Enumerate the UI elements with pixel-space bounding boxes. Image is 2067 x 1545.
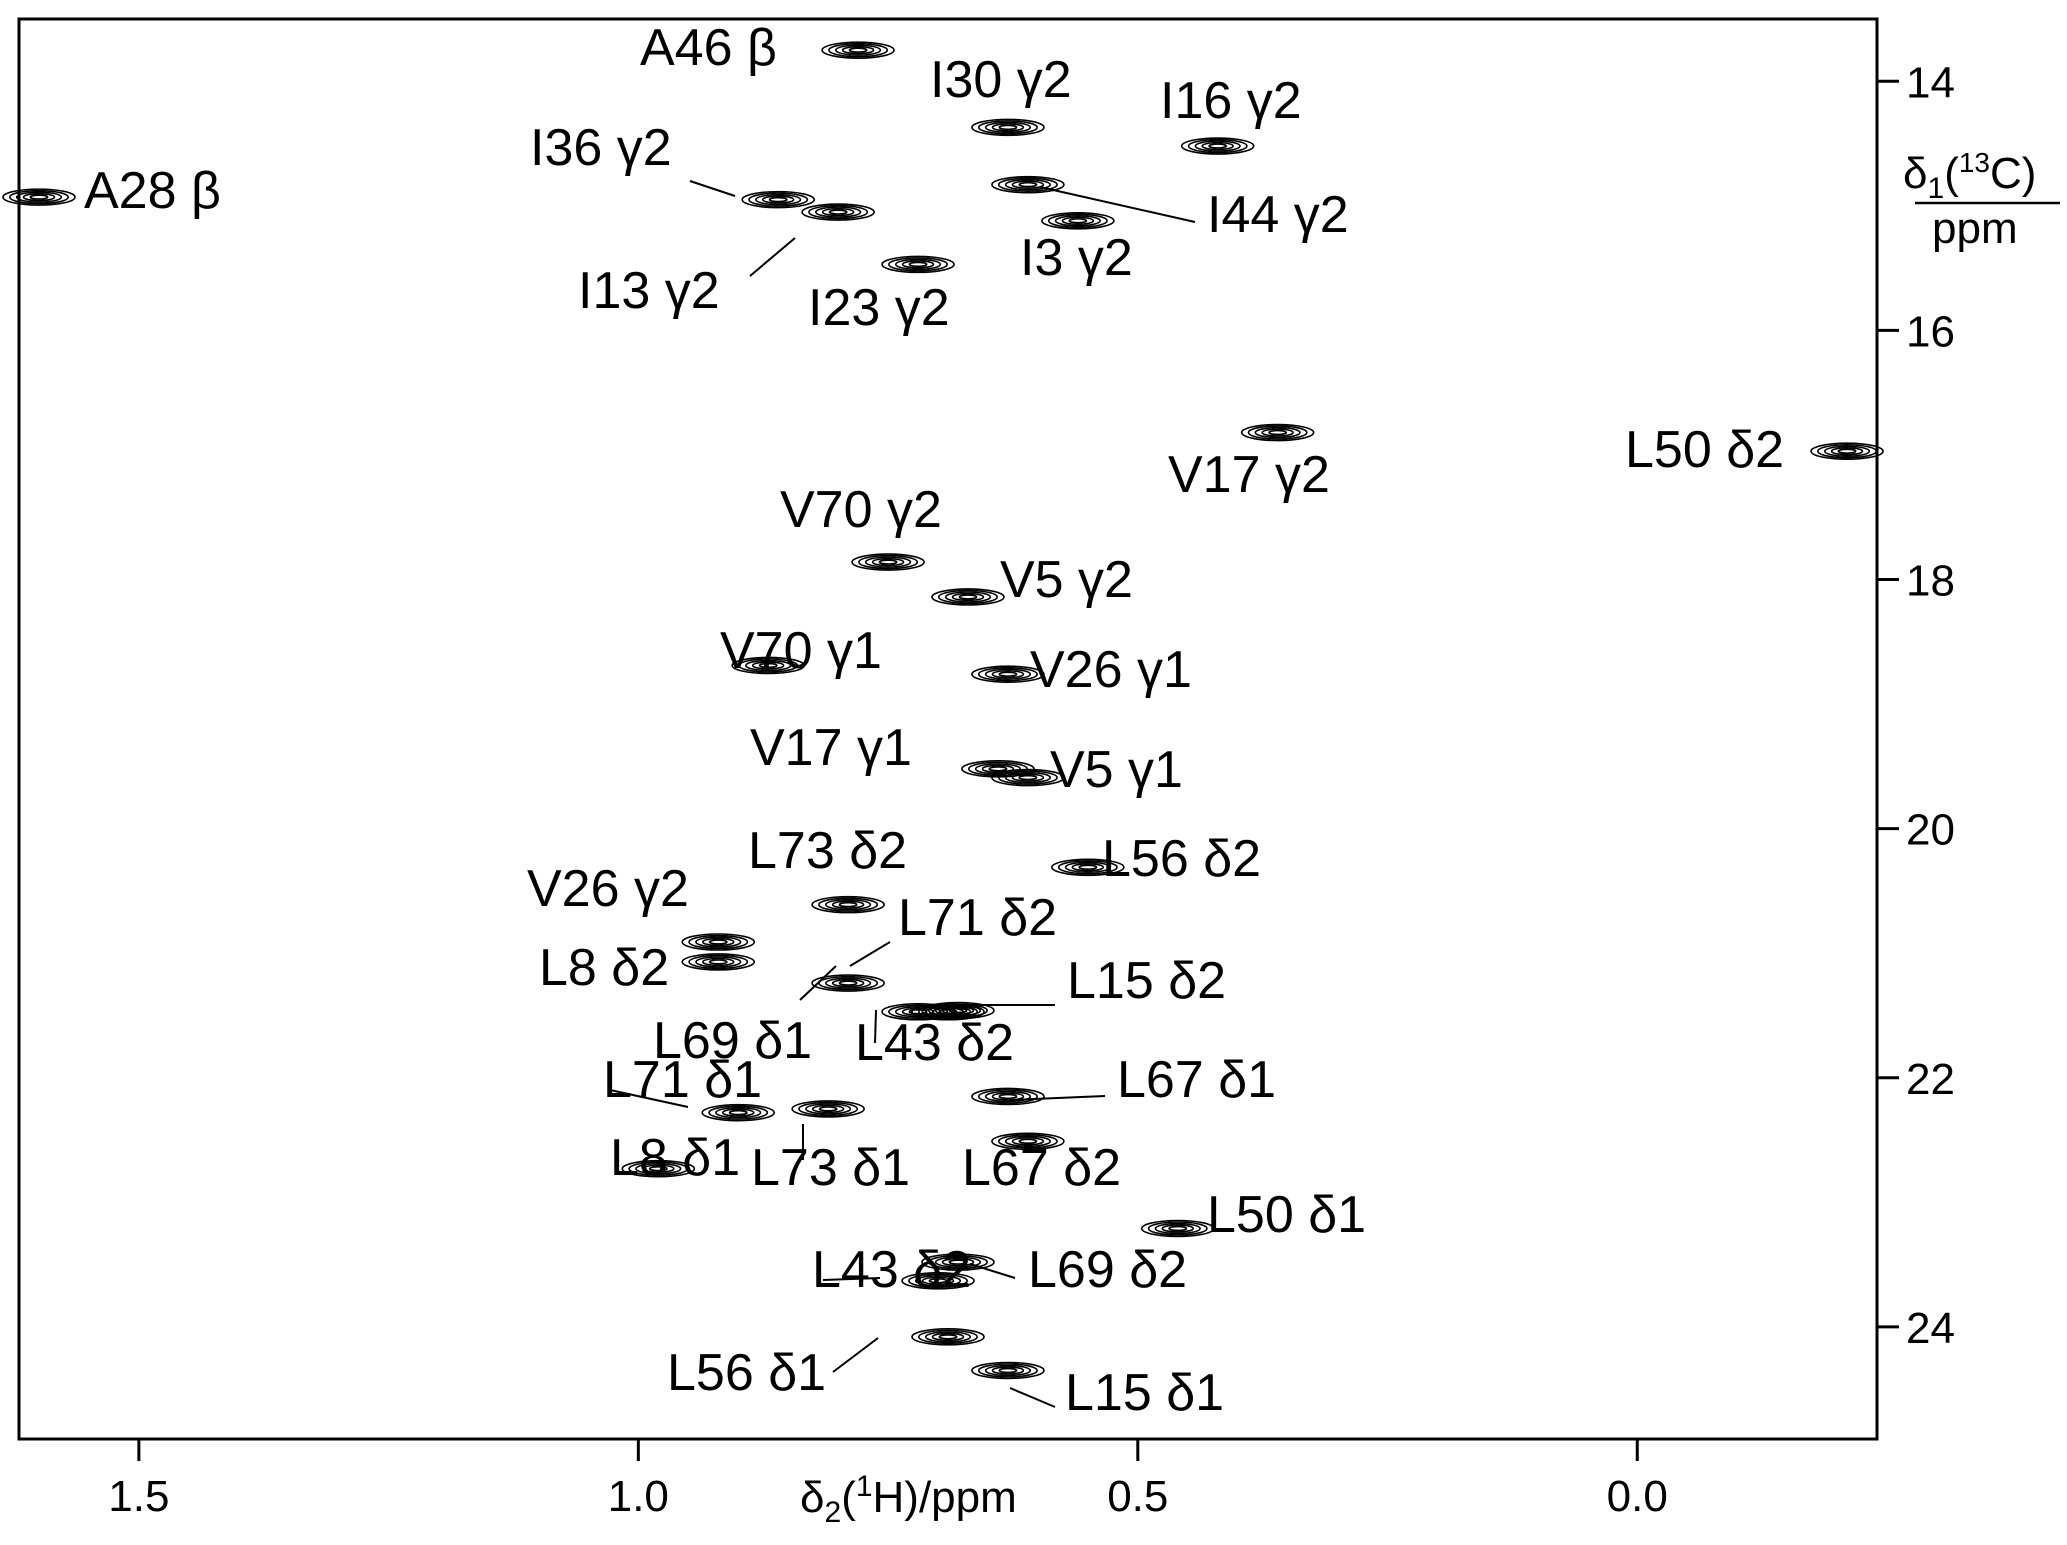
x-tick-label: 1.5 bbox=[108, 1472, 169, 1521]
peak-contour bbox=[1810, 442, 1884, 461]
peak-label: A28 β bbox=[84, 162, 221, 220]
peak-contour bbox=[971, 1087, 1045, 1106]
peak-label: L71 δ2 bbox=[898, 889, 1057, 947]
y-axis: 14 16 18 20 22 24 bbox=[1877, 58, 1955, 1353]
peak-contour bbox=[911, 1002, 985, 1021]
peak-contour bbox=[971, 1361, 1045, 1380]
y-tick-label: 22 bbox=[1906, 1055, 1955, 1104]
peak-label: I3 γ2 bbox=[1020, 229, 1133, 287]
peak-label: L43 δ2 bbox=[855, 1014, 1014, 1072]
peak-contour bbox=[741, 190, 815, 209]
plot-frame bbox=[17, 17, 1879, 1441]
peak-contour bbox=[821, 41, 895, 59]
svg-text:δ1(13C): δ1(13C) bbox=[1903, 147, 2036, 205]
peak-contours bbox=[2, 41, 1884, 1380]
peak-label: V26 γ2 bbox=[527, 860, 689, 918]
peak-label: V70 γ1 bbox=[720, 622, 882, 680]
peak-contour bbox=[881, 255, 955, 274]
y-tick-label: 20 bbox=[1906, 806, 1955, 855]
peak-label: L56 δ1 bbox=[667, 1344, 826, 1402]
peak-contour bbox=[1041, 211, 1115, 230]
peak-contour bbox=[971, 665, 1045, 683]
x-axis-label: δ2(1H)/ppm bbox=[800, 1470, 1017, 1529]
x-tick-label: 1.0 bbox=[608, 1472, 669, 1521]
y-tick-label: 14 bbox=[1906, 58, 1955, 107]
peak-contour bbox=[2, 188, 76, 206]
peak-contour bbox=[731, 656, 805, 675]
leader-line bbox=[1009, 1095, 1106, 1101]
peak-label: L67 δ1 bbox=[1117, 1051, 1276, 1109]
peak-label: L73 δ1 bbox=[751, 1139, 910, 1197]
leader-line bbox=[832, 1337, 879, 1373]
peak-contour bbox=[911, 1328, 985, 1346]
leader-line bbox=[822, 1277, 881, 1281]
peak-label: V17 γ1 bbox=[750, 719, 912, 777]
peak-label: I23 γ2 bbox=[808, 279, 950, 337]
peak-label: V17 γ2 bbox=[1168, 446, 1330, 504]
peak-label: I13 γ2 bbox=[578, 262, 720, 320]
peak-labels: A46 β I30 γ2 I16 γ2 A28 β I36 γ2 I13 γ2 I44 γ2… bbox=[84, 19, 1784, 1422]
leader-line bbox=[849, 941, 891, 967]
peak-contour bbox=[901, 1272, 975, 1290]
peak-label: A46 β bbox=[640, 19, 777, 77]
peak-label: L50 δ2 bbox=[1625, 421, 1784, 479]
peak-contour bbox=[621, 1159, 696, 1178]
peak-label: V5 γ1 bbox=[1050, 741, 1183, 799]
y-axis-label: δ1(13C) ppm bbox=[1903, 147, 2060, 253]
peak-label: L8 δ1 bbox=[610, 1129, 740, 1187]
leader-line bbox=[799, 965, 837, 1001]
peak-label: L71 δ1 bbox=[603, 1051, 762, 1109]
y-axis-unit: ppm bbox=[1932, 204, 2018, 253]
leader-lines bbox=[609, 180, 1196, 1408]
x-axis: 1.5 1.0 0.5 0.0 bbox=[108, 1439, 1668, 1521]
peak-contour bbox=[1240, 423, 1315, 442]
leader-line bbox=[1009, 1387, 1056, 1408]
x-tick-label: 0.0 bbox=[1607, 1472, 1668, 1521]
peak-label: L67 δ2 bbox=[962, 1139, 1121, 1197]
peak-label: I16 γ2 bbox=[1160, 72, 1302, 130]
peak-contour bbox=[991, 1132, 1065, 1151]
peak-contour bbox=[801, 203, 875, 221]
leader-line bbox=[689, 180, 736, 197]
y-tick-label: 24 bbox=[1906, 1304, 1955, 1353]
peak-label: V5 γ2 bbox=[1000, 551, 1133, 609]
peak-contour bbox=[811, 895, 885, 914]
leader-line bbox=[749, 237, 796, 277]
peak-label: L69 δ2 bbox=[1028, 1241, 1187, 1299]
x-tick-label: 0.5 bbox=[1107, 1472, 1168, 1521]
peak-label: I30 γ2 bbox=[930, 51, 1072, 109]
leader-line bbox=[969, 1263, 1016, 1279]
peak-label: V26 γ1 bbox=[1030, 641, 1192, 699]
peak-contour bbox=[1180, 137, 1255, 155]
peak-label: V70 γ2 bbox=[780, 481, 942, 539]
peak-contour bbox=[991, 768, 1065, 787]
peak-contour bbox=[991, 175, 1065, 194]
peak-contour bbox=[971, 118, 1045, 137]
leader-line bbox=[609, 1089, 689, 1108]
leader-line bbox=[874, 1009, 877, 1044]
y-tick-label: 18 bbox=[1906, 557, 1955, 606]
peak-contour bbox=[921, 1253, 995, 1271]
peak-label: I36 γ2 bbox=[530, 119, 672, 177]
peak-label: L15 δ1 bbox=[1065, 1364, 1224, 1422]
peak-label: L73 δ2 bbox=[748, 822, 907, 880]
peak-contour bbox=[1140, 1219, 1215, 1238]
y-tick-label: 16 bbox=[1906, 307, 1955, 356]
leader-line bbox=[1039, 186, 1196, 223]
peak-contour bbox=[701, 1103, 776, 1122]
peak-label: L69 δ1 bbox=[653, 1012, 812, 1070]
peak-contour bbox=[851, 553, 925, 571]
peak-label: L50 δ1 bbox=[1207, 1186, 1366, 1244]
peak-contour bbox=[681, 933, 756, 951]
peak-contour bbox=[931, 588, 1005, 606]
peak-label: L56 δ2 bbox=[1102, 830, 1261, 888]
peak-label: L8 δ2 bbox=[539, 939, 669, 997]
peak-contour bbox=[681, 953, 756, 971]
peak-contour bbox=[1051, 858, 1125, 877]
peak-contour bbox=[791, 1100, 865, 1118]
peak-label: L15 δ2 bbox=[1067, 952, 1226, 1010]
peak-label: I44 γ2 bbox=[1207, 186, 1349, 244]
peak-label: L43 δ2 bbox=[812, 1241, 971, 1299]
